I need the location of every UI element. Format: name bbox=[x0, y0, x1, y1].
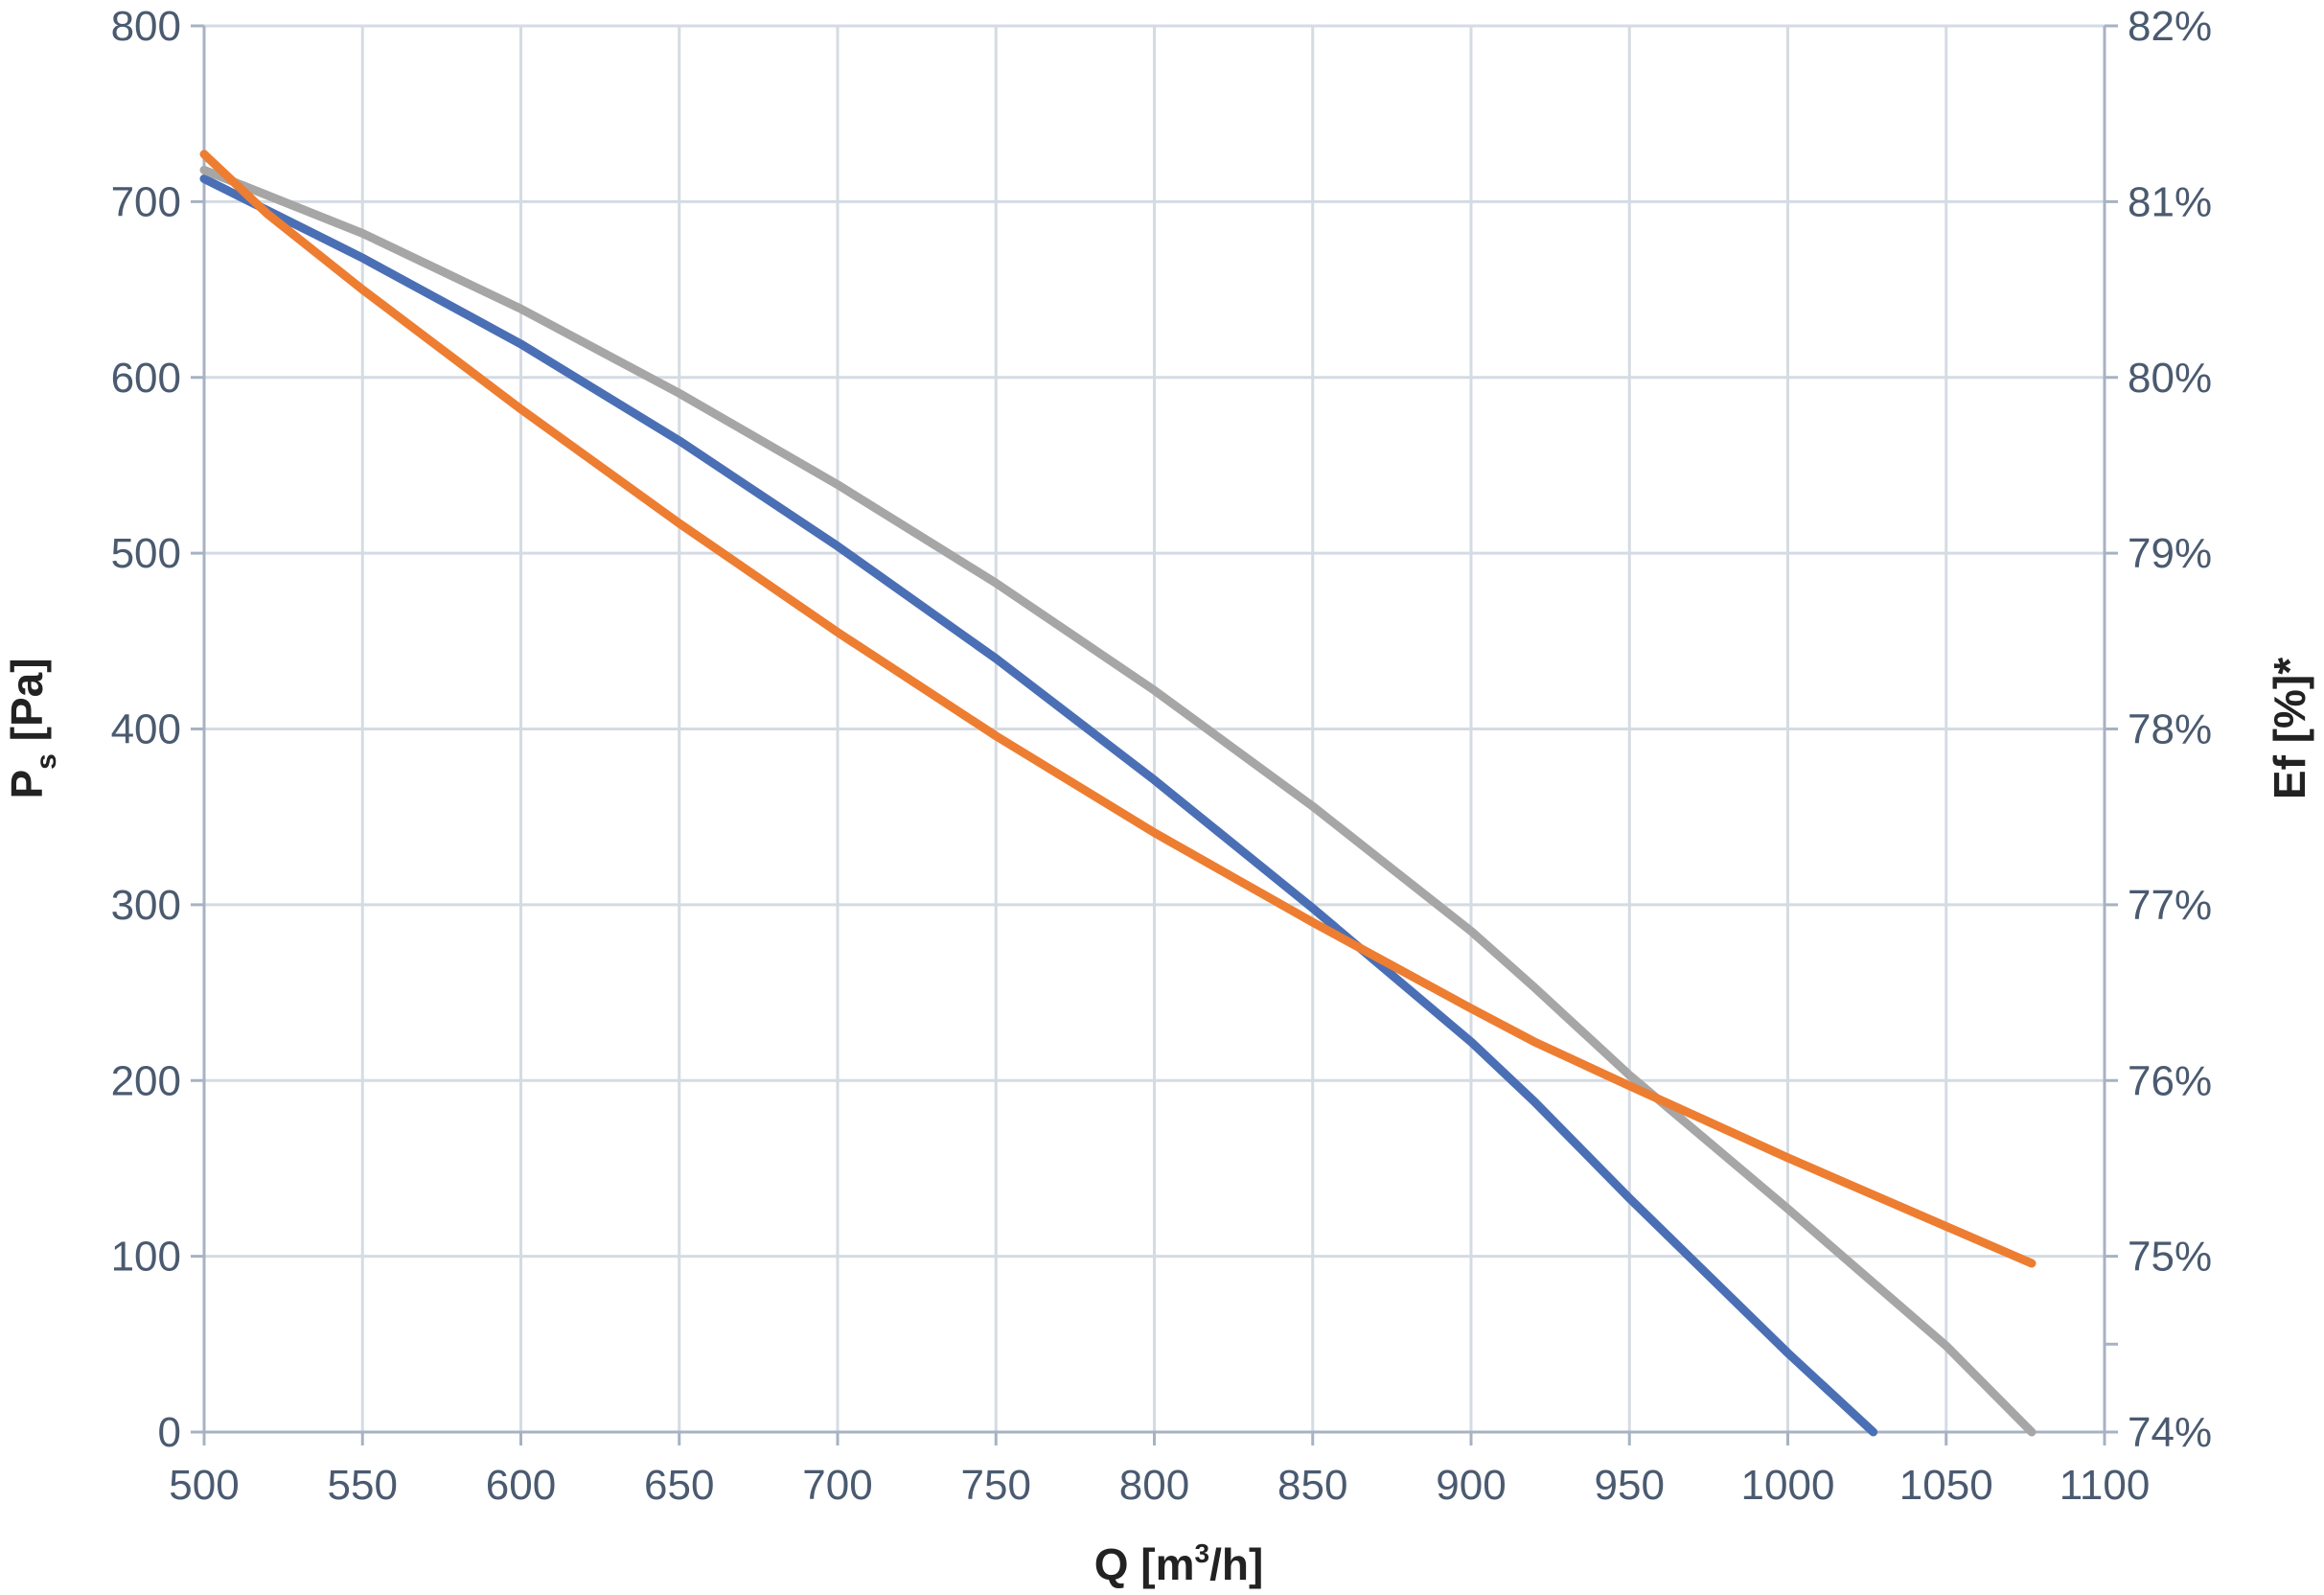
y2-tick-label: 78% bbox=[2128, 706, 2212, 753]
x-tick-label: 550 bbox=[328, 1462, 398, 1509]
y2-tick-label: 81% bbox=[2128, 178, 2212, 225]
x-tick-label: 750 bbox=[961, 1462, 1031, 1509]
y-tick-label: 300 bbox=[111, 882, 181, 929]
y-tick-label: 600 bbox=[111, 355, 181, 402]
y2-tick-label: 80% bbox=[2128, 355, 2212, 402]
x-tick-label: 1100 bbox=[2059, 1462, 2151, 1509]
series-line-1 bbox=[199, 174, 1878, 1437]
x-tick-label: 800 bbox=[1119, 1462, 1189, 1509]
grid-lines bbox=[202, 24, 2106, 1434]
y2-tick-label: 82% bbox=[2128, 3, 2212, 50]
x-tick-label: 900 bbox=[1436, 1462, 1506, 1509]
y2-axis-title: Ef [%]* bbox=[2265, 658, 2314, 799]
series-line-2 bbox=[199, 165, 2036, 1437]
y2-tick-label: 79% bbox=[2128, 530, 2212, 577]
y-tick-label: 200 bbox=[111, 1057, 181, 1104]
series-line-3 bbox=[199, 150, 2036, 1268]
y-tick-label: 100 bbox=[111, 1234, 181, 1281]
x-tick-label: 700 bbox=[802, 1462, 872, 1509]
y2-tick-label: 75% bbox=[2128, 1234, 2212, 1281]
axes bbox=[191, 24, 2118, 1445]
y-axis-title: Ps [Pa] bbox=[2, 658, 62, 798]
x-tick-label: 950 bbox=[1595, 1462, 1665, 1509]
x-axis-title: Q [m3/h] bbox=[1094, 1538, 1264, 1589]
y-tick-label: 0 bbox=[158, 1409, 181, 1456]
y2-tick-label: 76% bbox=[2128, 1057, 2212, 1104]
y2-tick-label: 74% bbox=[2128, 1409, 2212, 1456]
x-tick-label: 1000 bbox=[1741, 1462, 1835, 1509]
x-tick-label: 600 bbox=[486, 1462, 556, 1509]
x-tick-label: 650 bbox=[644, 1462, 714, 1509]
y-tick-label: 800 bbox=[111, 3, 181, 50]
series-lines bbox=[199, 150, 2036, 1437]
x-tick-label: 1050 bbox=[1899, 1462, 1993, 1509]
y-tick-label: 700 bbox=[111, 178, 181, 225]
y2-tick-label: 77% bbox=[2128, 882, 2212, 929]
y-tick-label: 400 bbox=[111, 706, 181, 753]
y-tick-label: 500 bbox=[111, 530, 181, 577]
x-tick-label: 500 bbox=[169, 1462, 239, 1509]
x-tick-label: 850 bbox=[1277, 1462, 1347, 1509]
tick-labels: 500 550 600 650 700 750 800 850 900 950 1000 1050 11… bbox=[111, 3, 2213, 1509]
